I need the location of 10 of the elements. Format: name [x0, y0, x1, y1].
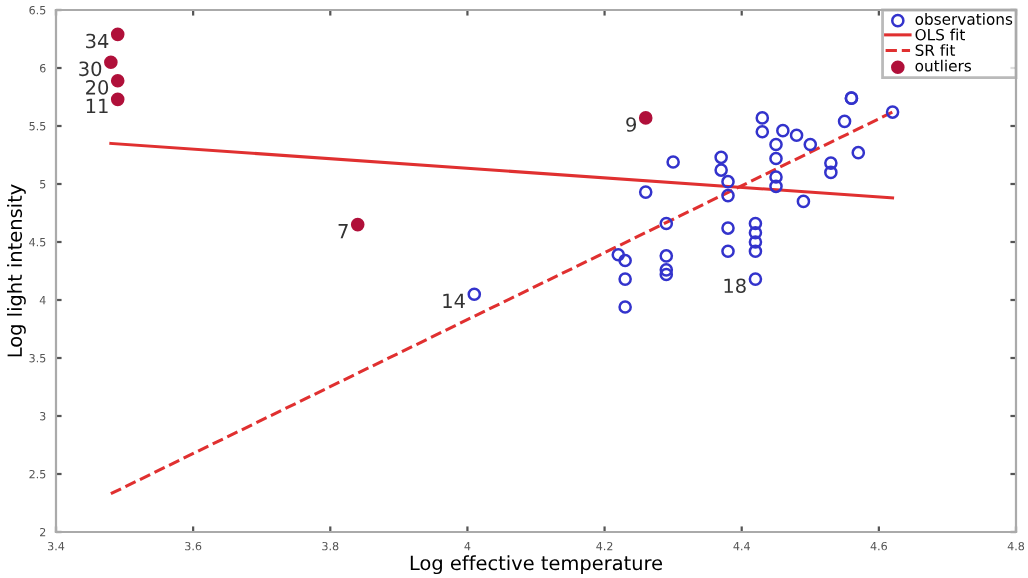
annotation: 7: [338, 224, 348, 239]
annotation: 14: [443, 293, 465, 308]
annotation: 20: [86, 80, 109, 95]
annotation: 11: [86, 98, 108, 114]
y-axis-title: Log light intensity: [7, 184, 26, 357]
annotation: 9: [626, 117, 637, 132]
annotation: 30: [79, 61, 102, 77]
x-axis-title: Log effective temperature: [410, 555, 663, 575]
annotation: 34: [86, 33, 109, 49]
annotation: 18: [724, 278, 746, 294]
